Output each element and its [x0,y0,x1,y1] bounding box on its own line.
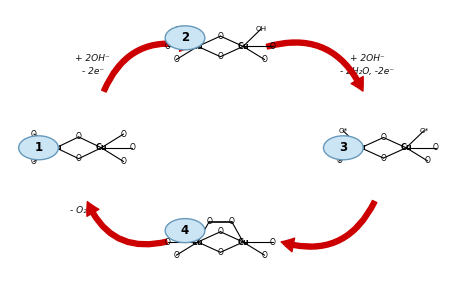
Text: O: O [22,143,28,152]
Text: Cu: Cu [237,42,249,51]
Text: 2: 2 [181,31,189,44]
Text: Cu: Cu [237,238,249,247]
Text: O: O [218,52,223,61]
Text: + 2OH⁻
- 2e⁻: + 2OH⁻ - 2e⁻ [75,54,110,76]
Text: 1: 1 [35,141,43,154]
Text: O*: O* [338,128,347,134]
Text: O: O [76,132,82,141]
Text: O: O [165,42,171,51]
Text: OH: OH [255,26,266,32]
FancyArrowPatch shape [87,202,167,247]
Text: O: O [381,133,386,142]
Text: O: O [262,55,267,64]
Text: O: O [425,156,430,165]
Text: O: O [218,248,223,257]
Circle shape [165,219,205,243]
Text: O: O [433,143,439,152]
Text: O: O [173,55,179,64]
Text: O: O [120,129,127,139]
Text: O: O [337,156,342,165]
Text: O: O [270,238,276,247]
Text: + 2OH⁻
- 2H₂O, -2e⁻: + 2OH⁻ - 2H₂O, -2e⁻ [340,54,394,76]
Text: OH: OH [174,26,185,32]
Text: O: O [218,227,223,236]
Text: O: O [129,143,135,152]
Circle shape [18,136,58,160]
Text: O: O [328,143,334,152]
Circle shape [323,136,363,160]
Text: Cu: Cu [401,143,412,152]
Text: Cu: Cu [96,143,107,152]
Text: O: O [206,217,212,226]
Text: - O₂: - O₂ [70,206,87,215]
Text: O: O [270,42,276,51]
Circle shape [165,26,205,50]
FancyArrowPatch shape [281,200,377,252]
Text: Cu: Cu [192,238,204,247]
Text: O*: O* [419,128,428,134]
Text: O: O [381,154,386,162]
Text: O: O [173,251,179,260]
Text: O: O [31,157,37,166]
Text: O: O [31,129,37,139]
Text: Cu: Cu [192,42,204,51]
Text: Cu: Cu [50,143,62,152]
Text: O: O [165,238,171,247]
Text: O: O [262,251,267,260]
Text: Cu: Cu [355,143,366,152]
Text: 4: 4 [181,224,189,237]
Text: O: O [76,154,82,163]
FancyArrowPatch shape [266,40,363,91]
Text: O: O [120,157,127,166]
Text: O: O [218,32,223,40]
Text: 3: 3 [339,141,347,154]
Text: O: O [229,217,235,226]
FancyArrowPatch shape [101,38,193,92]
